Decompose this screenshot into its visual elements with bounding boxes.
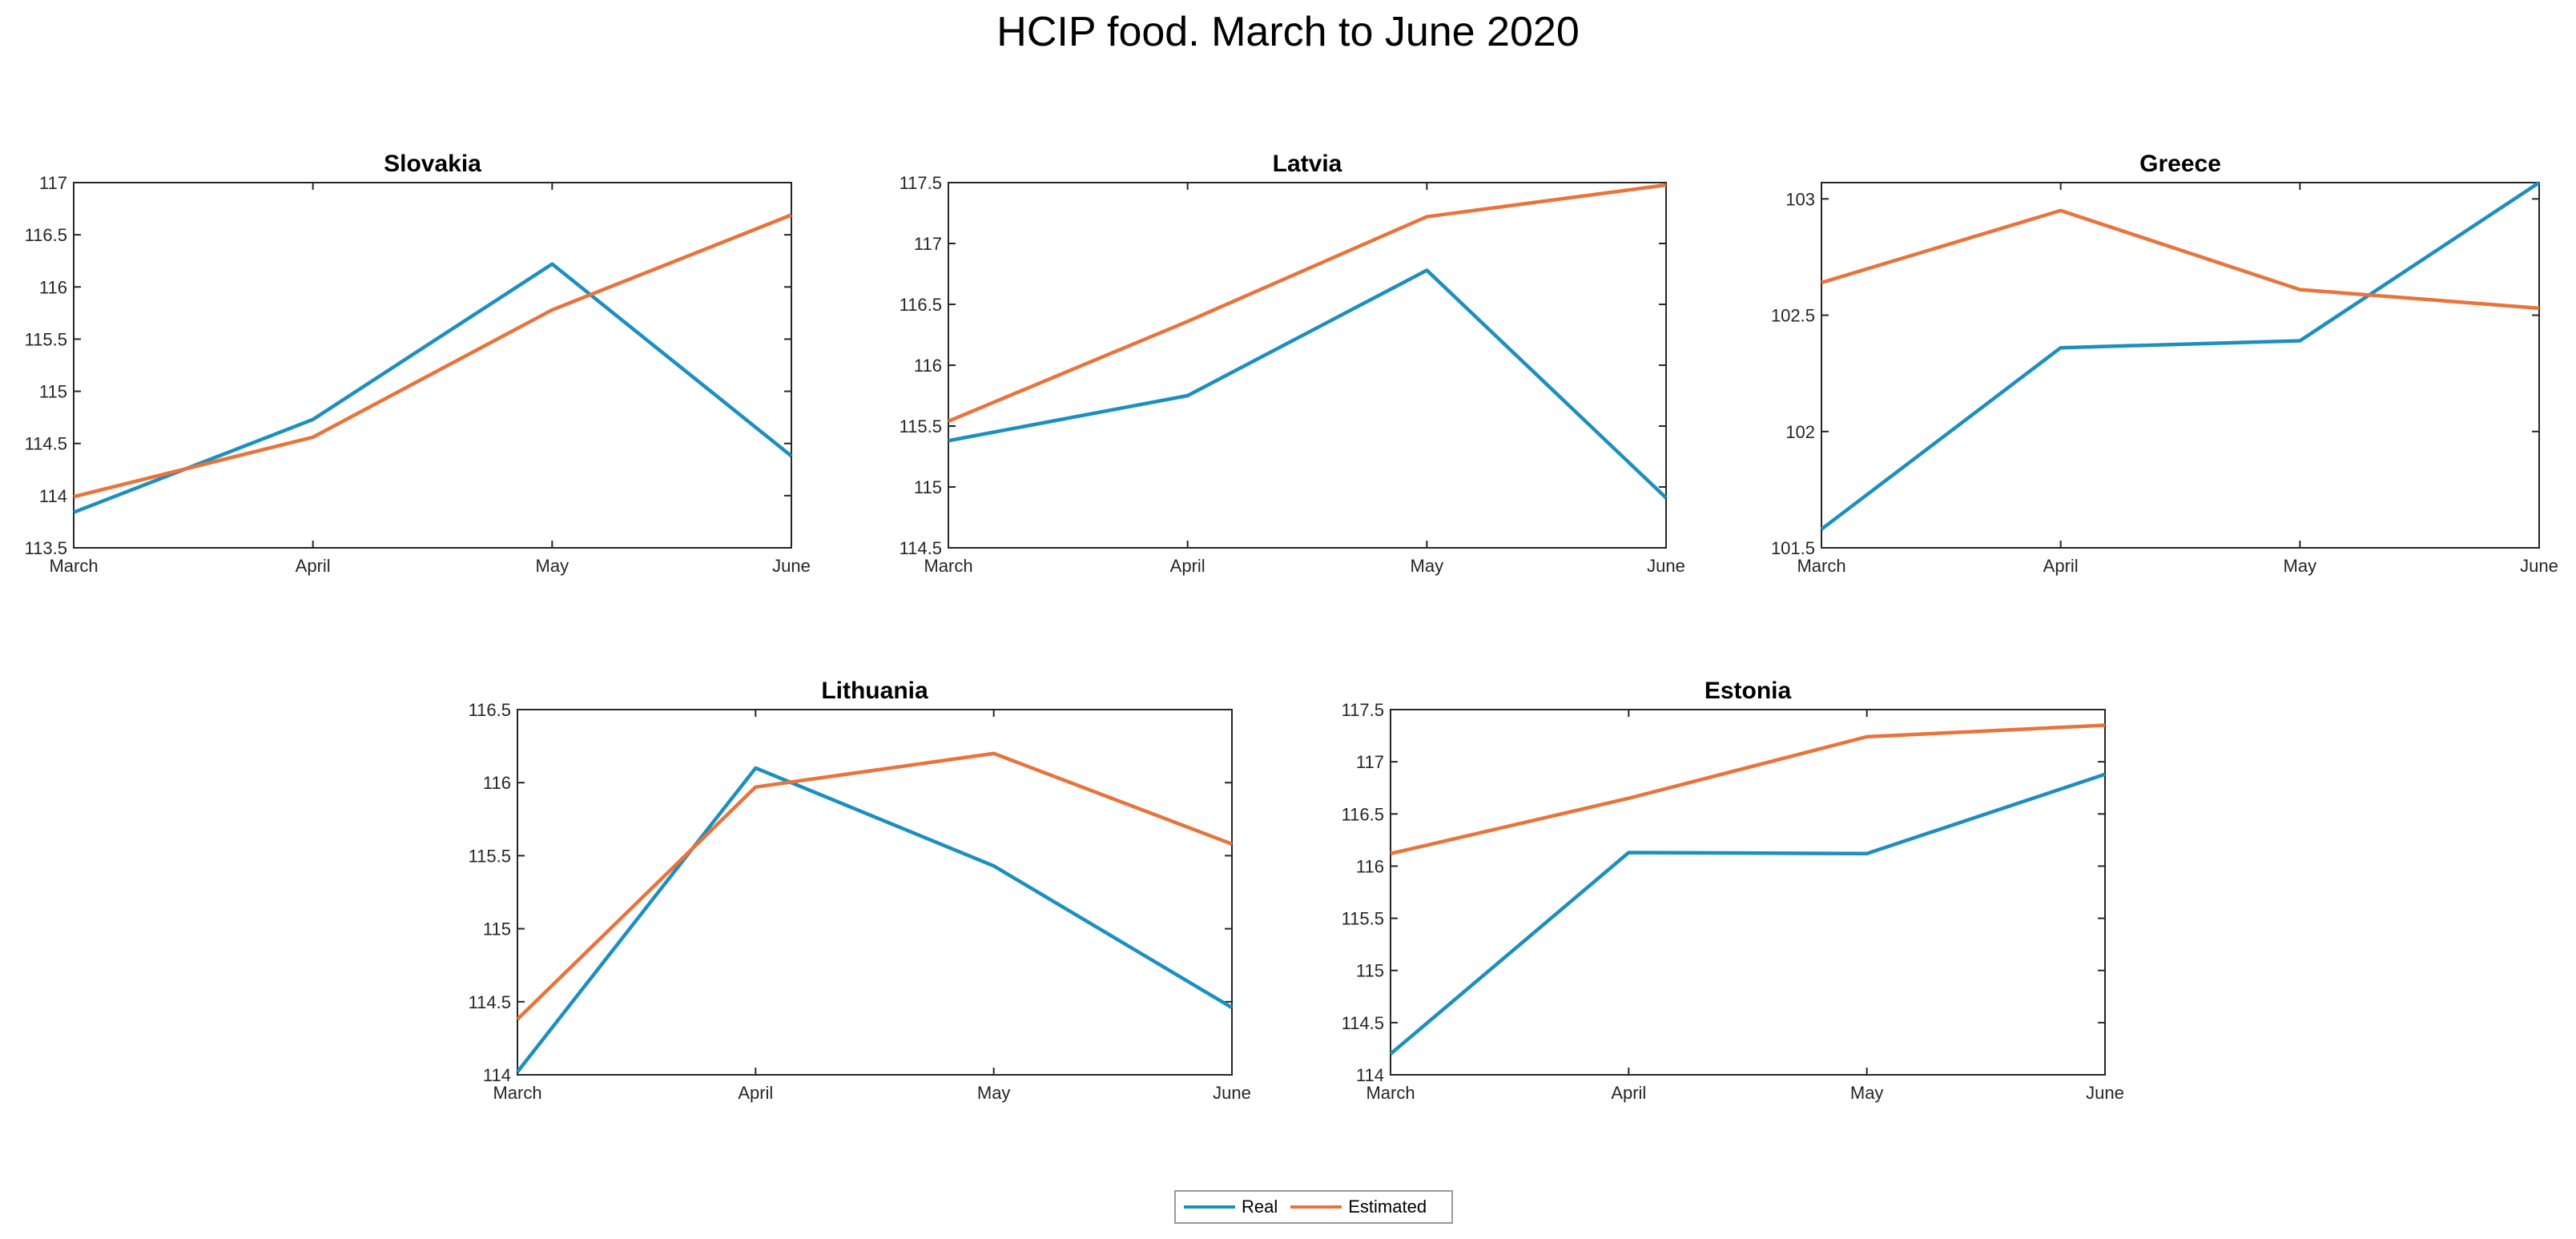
lithuania-x-tick-label: May — [977, 1083, 1011, 1103]
legend-item-real: Real — [1184, 1197, 1278, 1217]
estonia-y-tick-label: 117.5 — [1342, 700, 1384, 720]
greece-series-estimated-line — [1821, 208, 2540, 311]
estonia-x-tick-label: May — [1850, 1083, 1884, 1103]
estonia-y-tick-label: 115.5 — [1342, 909, 1384, 929]
slovakia-y-tick-label: 116.5 — [25, 225, 67, 245]
greece-series-real-line — [1820, 181, 2541, 531]
greece-y-tick-label: 103 — [1785, 189, 1815, 209]
greece-x-tick-label: May — [2284, 556, 2317, 576]
greece-x-tick-label: April — [2043, 556, 2079, 576]
latvia-x-tick-label: June — [1647, 556, 1685, 576]
estonia-y-tick-label: 115 — [1356, 961, 1384, 981]
lithuania-x-tick-label: March — [493, 1083, 541, 1103]
estonia-x-tick-label: April — [1611, 1083, 1646, 1103]
estonia-y-tick-label: 116 — [1356, 856, 1384, 876]
lithuania-y-tick-label: 115.5 — [469, 846, 511, 866]
estonia-chart-title: Estonia — [1705, 678, 1792, 704]
lithuania-x-tick-label: June — [1213, 1083, 1251, 1103]
chart-legend: Real Estimated — [1174, 1190, 1453, 1224]
latvia-chart-title: Latvia — [1273, 151, 1342, 177]
lithuania-y-tick-label: 115 — [483, 919, 511, 939]
lithuania-y-tick-label: 116 — [483, 773, 511, 793]
latvia-y-tick-label: 117.5 — [900, 173, 942, 193]
greece-plot-area — [1821, 182, 2540, 549]
greece-y-tick-label: 102 — [1785, 422, 1815, 442]
slovakia-x-tick-label: March — [49, 556, 98, 576]
greece-x-tick-label: June — [2520, 556, 2558, 576]
slovakia-chart-title: Slovakia — [384, 151, 481, 177]
greece-x-tick-label: March — [1797, 556, 1845, 576]
slovakia-y-tick-label: 115.5 — [25, 329, 67, 349]
latvia-x-tick-label: April — [1170, 556, 1205, 576]
slovakia-y-tick-label: 116 — [39, 277, 67, 297]
lithuania-y-tick-label: 116.5 — [469, 700, 511, 720]
slovakia-x-tick-label: June — [772, 556, 811, 576]
lithuania-series-estimated-line — [516, 751, 1233, 1021]
slovakia-plot-area — [73, 182, 792, 549]
estonia-series-estimated-line — [1390, 723, 2106, 855]
latvia-series-real-line — [948, 268, 1668, 500]
latvia-plot-area — [948, 182, 1667, 549]
lithuania-y-tick-label: 114.5 — [469, 992, 511, 1012]
latvia-y-tick-label: 116 — [914, 356, 942, 376]
lithuania-plot-area — [517, 709, 1233, 1076]
lithuania-chart-title: Lithuania — [821, 678, 928, 704]
latvia-series-estimated-line — [948, 183, 1667, 423]
estonia-y-tick-label: 114.5 — [1342, 1013, 1384, 1033]
greece-chart-title: Greece — [2139, 151, 2221, 177]
latvia-y-tick-label: 116.5 — [900, 295, 942, 315]
legend-label-estimated: Estimated — [1348, 1197, 1427, 1217]
slovakia-series-estimated-line — [73, 213, 792, 499]
slovakia-y-tick-label: 117 — [39, 173, 67, 193]
slovakia-y-tick-label: 113.5 — [25, 538, 67, 558]
figure-title: HCIP food. March to June 2020 — [996, 9, 1580, 55]
slovakia-x-tick-label: April — [296, 556, 331, 576]
estonia-series-real-line — [1389, 772, 2106, 1056]
slovakia-y-tick-label: 114 — [39, 486, 67, 506]
lithuania-y-tick-label: 114 — [483, 1065, 511, 1085]
legend-swatch-real — [1184, 1205, 1235, 1209]
estonia-y-tick-label: 116.5 — [1342, 804, 1384, 824]
latvia-x-tick-label: March — [924, 556, 972, 576]
estonia-plot-area — [1390, 709, 2106, 1076]
legend-item-estimated: Estimated — [1290, 1197, 1427, 1217]
slovakia-y-tick-label: 114.5 — [25, 434, 67, 454]
greece-y-tick-label: 102.5 — [1771, 306, 1815, 326]
latvia-y-tick-label: 115 — [914, 477, 942, 497]
estonia-y-tick-label: 117 — [1356, 752, 1384, 772]
estonia-x-tick-label: June — [2086, 1083, 2124, 1103]
latvia-x-tick-label: May — [1411, 556, 1444, 576]
legend-swatch-estimated — [1290, 1205, 1342, 1209]
latvia-y-tick-label: 114.5 — [900, 538, 942, 558]
latvia-y-tick-label: 115.5 — [900, 416, 942, 436]
legend-label-real: Real — [1242, 1197, 1278, 1217]
lithuania-x-tick-label: April — [738, 1083, 773, 1103]
estonia-x-tick-label: March — [1366, 1083, 1415, 1103]
latvia-y-tick-label: 117 — [914, 234, 942, 254]
greece-y-tick-label: 101.5 — [1771, 538, 1815, 558]
estonia-y-tick-label: 114 — [1356, 1065, 1384, 1085]
slovakia-x-tick-label: May — [536, 556, 570, 576]
slovakia-y-tick-label: 115 — [39, 382, 67, 402]
lithuania-series-real-line — [516, 766, 1234, 1073]
